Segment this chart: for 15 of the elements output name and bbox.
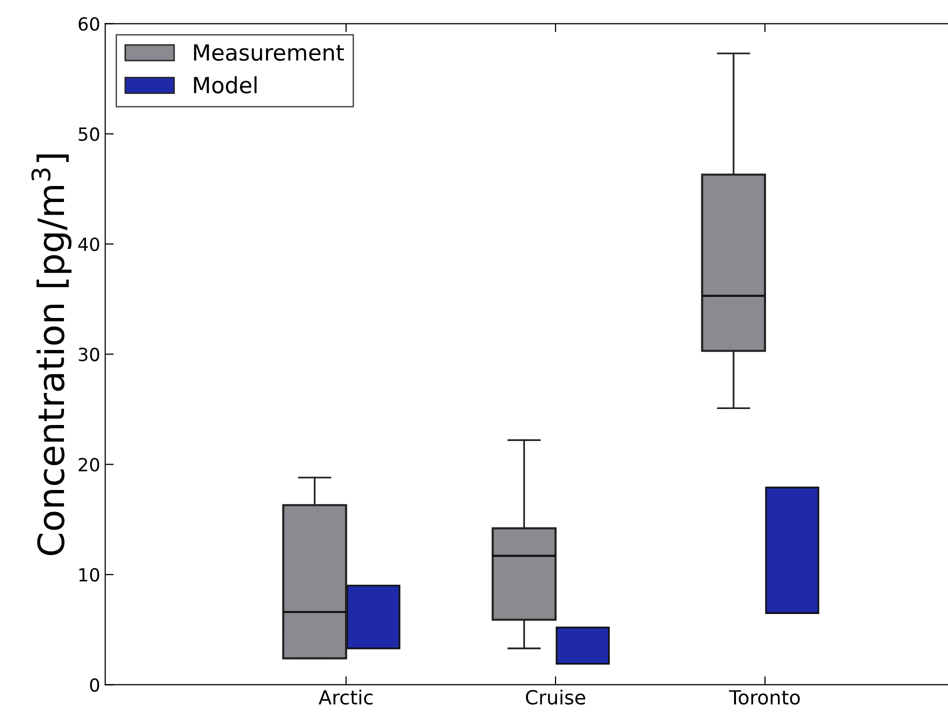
bar [556,626,610,665]
y-tick-label: 0 [90,678,100,692]
y-axis-title: Concentration [pg/m$^{3}$] [31,154,72,556]
y-tick-label: 50 [78,127,100,141]
y-tick-label: 60 [78,17,100,31]
y-tick-label: 30 [78,348,100,362]
y-tick-label: 40 [78,237,100,252]
x-tick-label: Arctic [318,690,373,705]
legend-label: Measurement [194,44,344,61]
x-tick-label: Cruise [526,690,586,705]
x-tick-label: Toronto [729,690,800,705]
y-tick-label: 10 [79,568,100,582]
bar [765,486,820,614]
legend-label: Model [194,76,257,94]
y-tick-label: 20 [78,458,100,472]
